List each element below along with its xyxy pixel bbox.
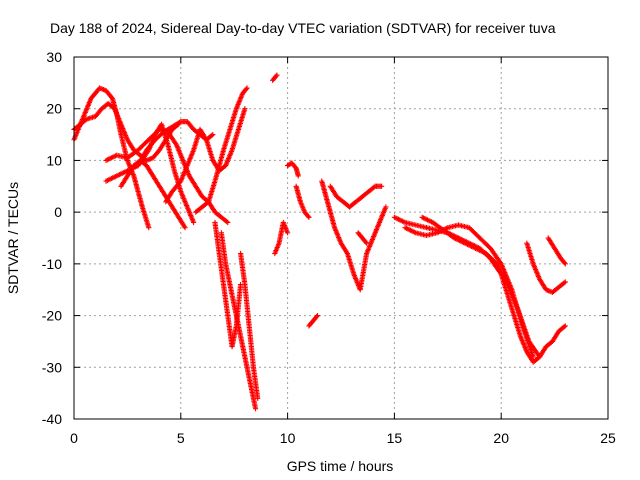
y-tick-label: -10	[42, 256, 62, 272]
data-point	[314, 314, 320, 320]
data-point	[363, 239, 369, 245]
y-tick-label: -30	[42, 359, 62, 375]
data-point	[243, 86, 249, 92]
chart-title: Day 188 of 2024, Sidereal Day-to-day VTE…	[50, 20, 556, 36]
data-point	[191, 219, 197, 226]
data-point	[244, 85, 250, 91]
data-point	[561, 260, 568, 266]
x-tick-label: 15	[387, 430, 403, 446]
data-point	[225, 219, 231, 226]
y-tick-label: -20	[42, 308, 62, 324]
data-points	[71, 72, 568, 412]
data-point	[562, 323, 568, 329]
data-point	[252, 406, 259, 412]
y-tick-label: 0	[54, 204, 62, 220]
data-point	[224, 219, 230, 225]
data-point	[383, 204, 389, 210]
data-point	[242, 106, 248, 112]
y-tick-label: -40	[42, 411, 62, 427]
x-tick-label: 5	[177, 430, 185, 446]
y-axis-label: SDTVAR / TECUs	[5, 182, 21, 294]
data-point	[146, 225, 152, 231]
data-point	[209, 132, 215, 139]
data-point	[182, 225, 188, 231]
data-point	[305, 213, 311, 219]
data-point	[210, 131, 216, 138]
data-point	[562, 279, 568, 285]
x-axis-label: GPS time / hours	[287, 458, 394, 474]
data-point	[295, 173, 301, 179]
data-point	[306, 214, 312, 220]
data-point	[561, 280, 567, 286]
data-point	[537, 354, 543, 360]
x-tick-label: 0	[70, 430, 78, 446]
data-point	[364, 240, 370, 246]
data-point	[285, 230, 291, 236]
data-point	[562, 261, 568, 267]
data-point	[273, 73, 279, 79]
data-point	[561, 324, 567, 330]
y-tick-label: 10	[46, 152, 62, 168]
data-point	[255, 395, 261, 401]
x-tick-label: 10	[280, 430, 296, 446]
x-tick-label: 25	[600, 430, 616, 446]
axis-ticks: 0 5 10 15 20 25 -40 -30 -20 -10 0 10 20 30	[42, 49, 616, 446]
data-point	[530, 354, 536, 360]
y-tick-label: 20	[46, 101, 62, 117]
y-tick-label: 30	[46, 49, 62, 65]
x-tick-label: 20	[493, 430, 509, 446]
data-point	[371, 184, 377, 190]
data-point	[314, 312, 321, 319]
data-point	[378, 183, 385, 189]
data-point	[274, 72, 280, 78]
plot-frame	[73, 56, 609, 420]
